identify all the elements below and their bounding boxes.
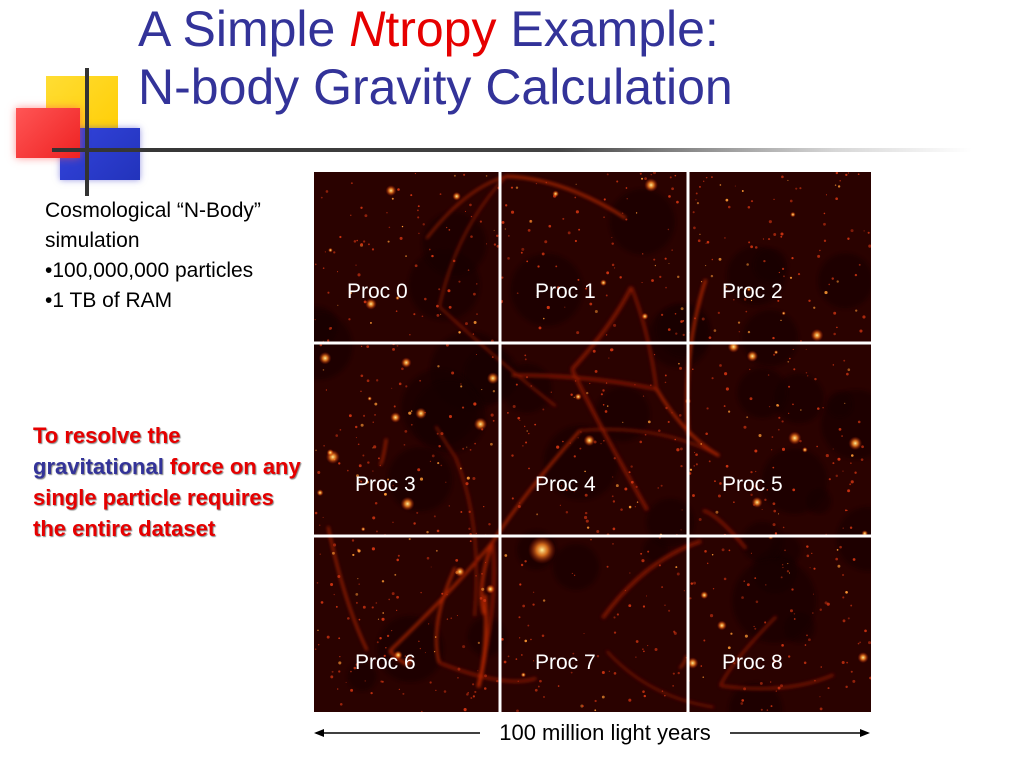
callout-part-3: force on any single particle requires th… (33, 454, 301, 541)
simulation-image-grid: Proc 0 Proc 1 Proc 2 Proc 3 Proc 4 Proc … (314, 172, 871, 712)
title-text-end: Example: (496, 1, 719, 57)
bullet-ram: •1 TB of RAM (45, 289, 173, 312)
title-n: N (349, 1, 386, 57)
simulation-description: Cosmological “N-Body” simulation •100,00… (45, 196, 261, 316)
bullet-line-2: simulation (45, 229, 140, 252)
callout-text: To resolve the gravitational force on an… (33, 420, 308, 544)
title-line-2: N-body Gravity Calculation (138, 59, 733, 115)
proc-label-8: Proc 8 (722, 651, 783, 674)
title-line-1: A Simple Ntropy Example: (138, 0, 733, 58)
vertical-line (85, 68, 89, 196)
callout-part-2: gravitational (33, 454, 164, 479)
proc-label-5: Proc 5 (722, 473, 783, 496)
bullet-particles: •100,000,000 particles (45, 259, 254, 282)
scale-label: 100 million light years (480, 720, 730, 746)
proc-label-0: Proc 0 (347, 280, 408, 303)
bullet-line-1: Cosmological “N-Body” (45, 199, 261, 222)
proc-label-6: Proc 6 (355, 651, 416, 674)
proc-label-4: Proc 4 (535, 473, 596, 496)
title-text: A Simple (138, 1, 350, 57)
scale-bar: 100 million light years (312, 720, 872, 746)
proc-label-1: Proc 1 (535, 280, 596, 303)
proc-label-2: Proc 2 (722, 280, 783, 303)
slide-title: A Simple Ntropy Example: N-body Gravity … (138, 0, 733, 116)
title-underline (52, 148, 972, 152)
title-tropy: tropy (385, 1, 497, 57)
proc-label-3: Proc 3 (355, 473, 416, 496)
callout-part-1: To resolve the (33, 423, 181, 448)
decorative-squares (0, 0, 160, 200)
cosmic-web-image (314, 172, 871, 712)
proc-label-7: Proc 7 (535, 651, 596, 674)
